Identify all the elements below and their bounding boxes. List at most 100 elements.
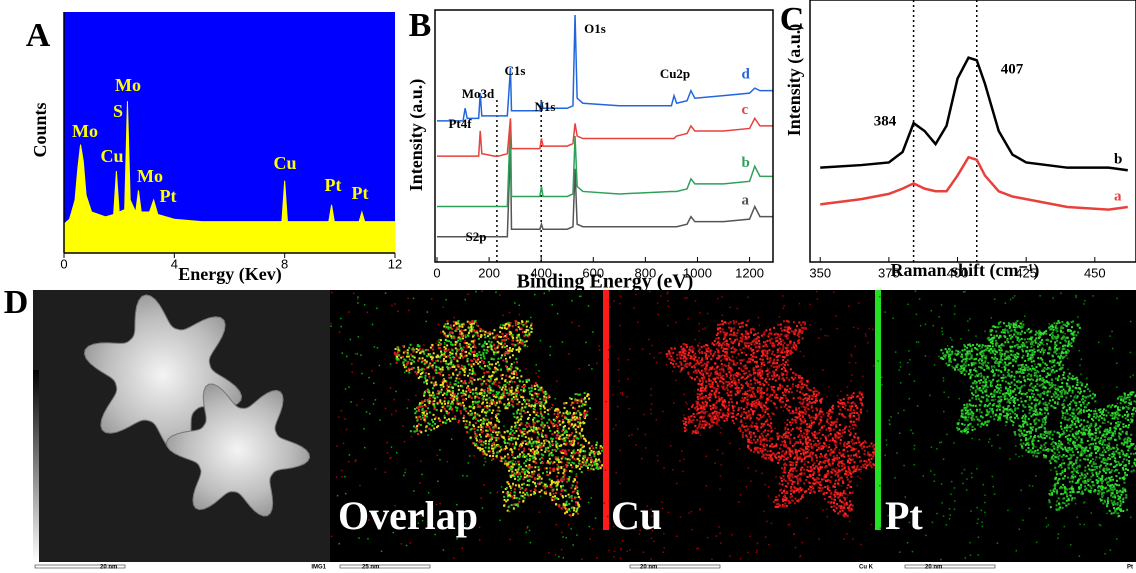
signal-dot [835, 425, 838, 428]
signal-dot [731, 406, 734, 409]
signal-dot [525, 402, 528, 405]
signal-dot [451, 349, 454, 352]
signal-dot [510, 386, 513, 389]
signal-dot [440, 402, 443, 405]
signal-dot [842, 453, 845, 456]
signal-dot [586, 458, 589, 461]
signal-dot [542, 405, 545, 408]
signal-dot [740, 322, 743, 325]
signal-dot [510, 389, 513, 392]
signal-dot [787, 471, 790, 474]
signal-dot [408, 368, 411, 371]
signal-dot [454, 380, 457, 383]
x-axis-title: Raman shift (cm⁻¹) [891, 260, 1040, 281]
signal-dot [579, 434, 582, 437]
signal-dot [776, 359, 779, 362]
signal-dot [785, 504, 788, 507]
noise-dot [589, 469, 591, 471]
signal-dot [466, 360, 469, 363]
signal-dot [486, 418, 489, 421]
signal-dot [711, 385, 714, 388]
signal-dot [514, 370, 517, 373]
x-tick-label: 1000 [683, 265, 712, 280]
signal-dot [748, 447, 751, 450]
signal-dot [472, 392, 475, 395]
signal-dot [549, 462, 552, 465]
noise-dot [464, 339, 466, 342]
signal-dot [436, 390, 439, 393]
signal-dot [437, 392, 440, 395]
signal-dot [832, 449, 835, 452]
signal-dot [555, 443, 558, 446]
noise-dot [750, 440, 753, 442]
signal-dot [561, 449, 564, 452]
signal-dot [578, 399, 581, 402]
signal-dot [448, 373, 451, 376]
signal-dot [483, 357, 486, 360]
noise-dot [499, 294, 501, 296]
signal-dot [718, 391, 721, 394]
noise-dot [850, 380, 852, 382]
signal-dot [501, 332, 504, 335]
noise-dot [628, 407, 630, 410]
signal-dot [783, 405, 786, 408]
signal-dot [436, 402, 439, 405]
signal-dot [517, 479, 520, 482]
signal-dot [560, 457, 563, 460]
noise-dot [697, 368, 699, 371]
signal-dot [517, 427, 520, 430]
noise-dot [439, 331, 442, 333]
signal-dot [676, 353, 679, 356]
signal-dot [518, 412, 521, 415]
signal-dot [486, 407, 489, 410]
signal-dot [765, 381, 768, 384]
signal-dot [460, 395, 463, 398]
signal-dot [747, 401, 750, 404]
signal-dot [582, 434, 585, 437]
signal-dot [551, 433, 554, 436]
signal-dot [478, 377, 481, 380]
signal-dot [523, 340, 526, 343]
signal-dot [807, 441, 810, 444]
signal-dot [508, 349, 511, 352]
signal-dot [511, 333, 514, 336]
signal-dot [567, 418, 570, 421]
signal-dot [770, 456, 773, 459]
signal-dot [465, 431, 468, 434]
noise-dot [697, 547, 699, 550]
signal-dot [486, 429, 489, 432]
signal-dot [766, 350, 769, 353]
signal-dot [566, 464, 569, 467]
signal-dot [708, 383, 711, 386]
signal-dot [480, 383, 483, 386]
signal-dot [790, 330, 793, 333]
signal-dot [470, 326, 473, 329]
noise-dot [558, 555, 560, 558]
signal-dot [782, 344, 785, 347]
signal-dot [797, 435, 800, 438]
signal-dot [418, 402, 421, 405]
signal-dot [504, 461, 507, 464]
noise-dot [598, 349, 601, 351]
signal-dot [800, 460, 803, 463]
signal-dot [701, 423, 704, 426]
signal-dot [493, 400, 496, 403]
signal-dot [850, 503, 853, 506]
signal-dot [755, 401, 758, 404]
signal-dot [458, 344, 461, 347]
signal-dot [575, 475, 578, 478]
signal-dot [505, 374, 508, 377]
noise-dot [528, 529, 531, 532]
signal-dot [450, 331, 453, 334]
signal-dot [468, 395, 471, 398]
noise-dot [838, 448, 840, 451]
signal-dot [758, 373, 761, 376]
signal-dot [468, 368, 471, 371]
signal-dot [493, 381, 496, 384]
signal-dot [715, 422, 718, 425]
signal-dot [484, 398, 487, 401]
signal-dot [473, 339, 476, 342]
signal-dot [481, 376, 484, 379]
signal-dot [551, 462, 554, 465]
signal-dot [580, 471, 583, 474]
